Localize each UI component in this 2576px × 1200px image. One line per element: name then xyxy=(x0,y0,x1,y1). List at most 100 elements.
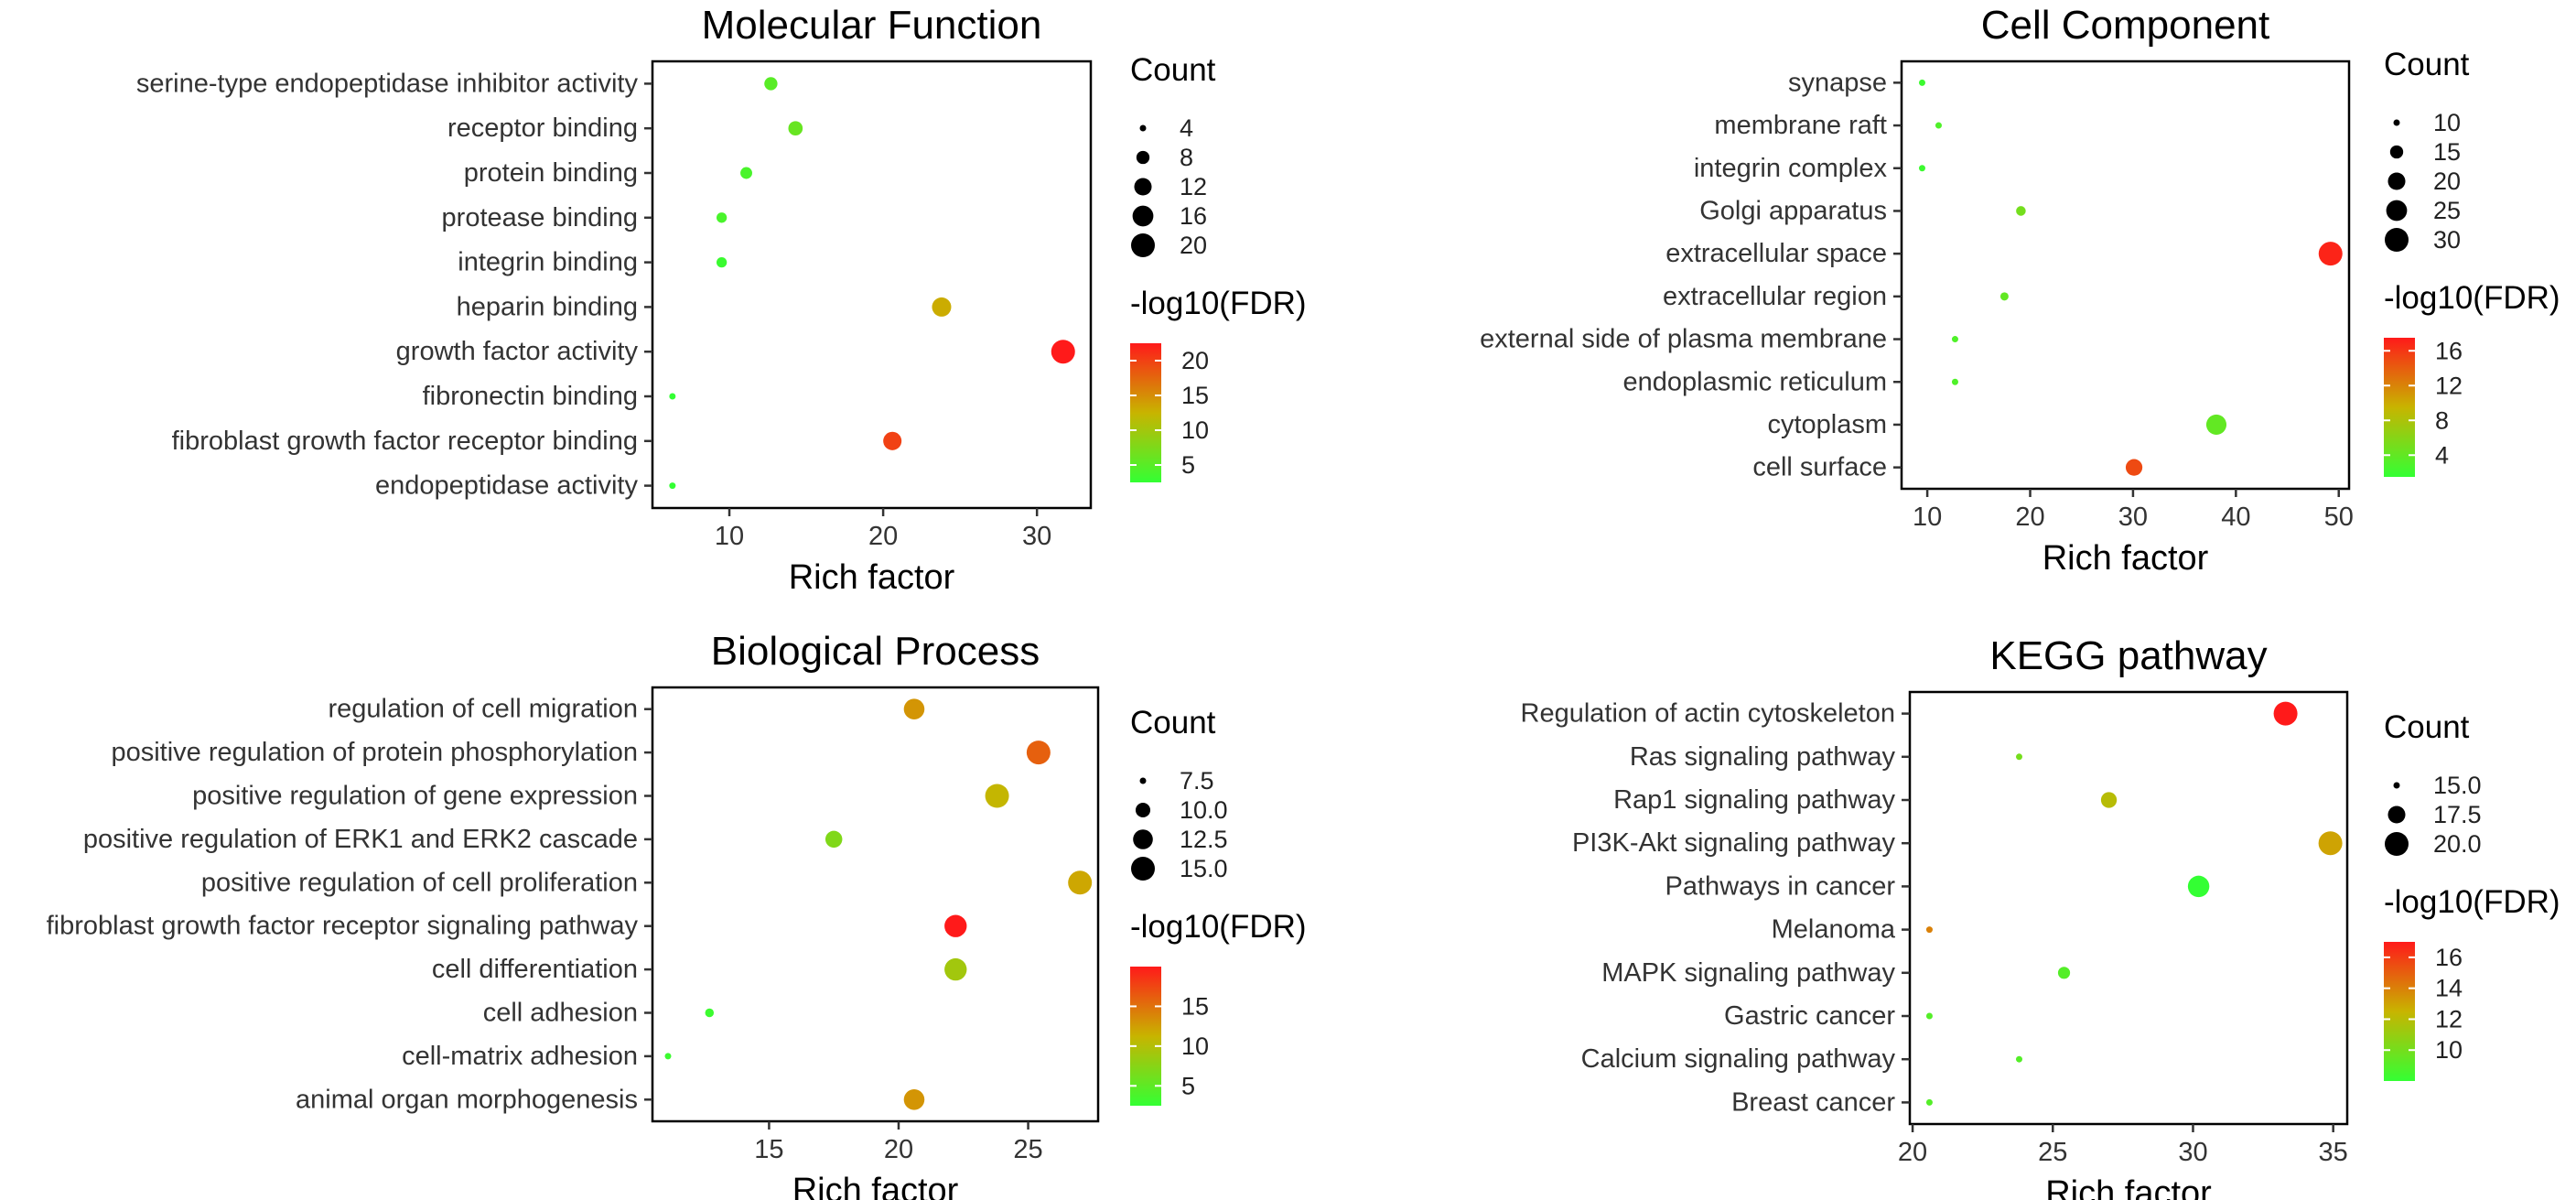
data-point xyxy=(1925,1012,1933,1020)
data-point xyxy=(2187,875,2210,898)
data-point xyxy=(903,698,925,719)
y-tick-label: extracellular space xyxy=(1665,239,1887,268)
size-legend-label: 4 xyxy=(1180,114,1193,142)
size-legend-label: 12.5 xyxy=(1180,826,1228,853)
y-tick-label: synapse xyxy=(1788,68,1887,97)
x-tick-label: 30 xyxy=(1022,522,1051,551)
size-legend-label: 15.0 xyxy=(1180,855,1228,882)
y-tick-label: positive regulation of ERK1 and ERK2 cas… xyxy=(83,825,638,854)
size-legend-dot xyxy=(1134,178,1152,196)
chart-title: KEGG pathway xyxy=(1989,633,2267,678)
size-legend-dot xyxy=(1139,777,1147,784)
color-legend-label: 10 xyxy=(2435,1036,2463,1064)
plot-frame xyxy=(651,686,1100,1123)
y-tick-label: external side of plasma membrane xyxy=(1480,325,1887,354)
size-legend-label: 20 xyxy=(1180,232,1207,259)
data-point xyxy=(825,830,843,849)
y-tick-label: protease binding xyxy=(442,203,638,232)
size-legend-label: 16 xyxy=(1180,202,1207,230)
data-point xyxy=(1951,378,1958,385)
x-tick-label: 20 xyxy=(868,522,898,551)
data-point xyxy=(716,212,728,223)
y-tick-label: MAPK signaling pathway xyxy=(1601,958,1895,988)
x-tick-label: 25 xyxy=(1013,1135,1042,1164)
size-legend-dot xyxy=(2385,228,2409,252)
y-tick-label: Golgi apparatus xyxy=(1699,196,1887,225)
size-legend-dot xyxy=(1135,802,1151,818)
plot-frame xyxy=(1908,690,2349,1126)
y-tick-label: Breast cancer xyxy=(1731,1087,1895,1117)
size-legend-title: Count xyxy=(2384,47,2470,82)
y-tick-label: fibroblast growth factor receptor signal… xyxy=(47,912,639,941)
data-point xyxy=(1925,926,1933,934)
y-tick-label: heparin binding xyxy=(457,292,638,321)
x-tick-label: 40 xyxy=(2221,503,2250,532)
data-point xyxy=(2125,459,2143,476)
data-point xyxy=(985,784,1009,808)
y-tick-label: integrin complex xyxy=(1694,154,1888,183)
y-tick-label: PI3K-Akt signaling pathway xyxy=(1572,828,1896,858)
data-point xyxy=(2016,206,2026,216)
size-legend-dot xyxy=(2393,782,2400,789)
y-tick-label: Melanoma xyxy=(1772,915,1896,945)
plot-frame xyxy=(1900,59,2351,491)
data-point xyxy=(2318,831,2343,856)
y-tick-label: membrane raft xyxy=(1714,111,1887,140)
color-legend-label: 16 xyxy=(2435,337,2463,364)
data-point xyxy=(2318,242,2343,266)
data-point xyxy=(669,482,676,490)
color-legend-label: 20 xyxy=(1181,347,1209,374)
x-tick-label: 10 xyxy=(1913,503,1942,532)
x-tick-label: 25 xyxy=(2038,1138,2067,1167)
y-tick-label: regulation of cell migration xyxy=(328,695,638,724)
size-legend-dot xyxy=(2393,119,2400,126)
y-tick-label: receptor binding xyxy=(447,114,638,143)
data-point xyxy=(2273,701,2298,726)
y-tick-label: growth factor activity xyxy=(396,337,639,366)
data-point xyxy=(2100,792,2118,808)
size-legend-dot xyxy=(1139,124,1147,132)
y-tick-label: Regulation of actin cytoskeleton xyxy=(1521,699,1895,729)
x-tick-label: 20 xyxy=(1898,1138,1927,1167)
color-legend-label: 4 xyxy=(2435,441,2449,469)
size-legend-label: 20.0 xyxy=(2433,830,2482,858)
data-point xyxy=(2016,753,2022,761)
x-tick-label: 15 xyxy=(754,1135,783,1164)
y-tick-label: fibroblast growth factor receptor bindin… xyxy=(172,427,638,456)
data-point xyxy=(944,957,967,981)
plot-frame xyxy=(651,59,1093,510)
size-legend-dot xyxy=(2386,200,2408,222)
color-legend-label: 12 xyxy=(2435,372,2463,399)
y-tick-label: protein binding xyxy=(464,158,638,188)
color-legend-label: 16 xyxy=(2435,944,2463,971)
size-legend-label: 8 xyxy=(1180,144,1193,171)
size-legend-label: 25 xyxy=(2433,197,2461,224)
y-tick-label: Calcium signaling pathway xyxy=(1581,1044,1896,1074)
y-tick-label: cytoplasm xyxy=(1767,410,1887,439)
color-legend-bar xyxy=(1130,343,1161,482)
color-legend-title: -log10(FDR) xyxy=(2384,280,2560,316)
data-point xyxy=(1951,336,1958,343)
y-tick-label: Pathways in cancer xyxy=(1665,871,1896,901)
y-tick-label: serine-type endopeptidase inhibitor acti… xyxy=(136,69,639,98)
size-legend-label: 15.0 xyxy=(2433,772,2482,799)
color-legend-label: 15 xyxy=(1181,992,1209,1020)
data-point xyxy=(669,393,676,400)
size-legend-label: 30 xyxy=(2433,226,2461,254)
data-point xyxy=(2057,967,2071,979)
y-tick-label: cell adhesion xyxy=(483,999,638,1028)
color-legend-label: 10 xyxy=(1181,1032,1209,1060)
y-tick-label: animal organ morphogenesis xyxy=(296,1085,638,1114)
y-tick-label: cell-matrix adhesion xyxy=(402,1042,638,1071)
color-legend-bar xyxy=(2384,942,2415,1081)
chart-title: Biological Process xyxy=(711,629,1040,674)
data-point xyxy=(932,297,952,317)
size-legend-dot xyxy=(2385,832,2409,856)
data-point xyxy=(740,167,752,179)
data-point xyxy=(1935,122,1942,129)
data-point xyxy=(883,431,902,450)
size-legend-label: 15 xyxy=(2433,138,2461,166)
size-legend-dot xyxy=(2387,172,2406,190)
y-tick-label: positive regulation of gene expression xyxy=(192,782,638,811)
